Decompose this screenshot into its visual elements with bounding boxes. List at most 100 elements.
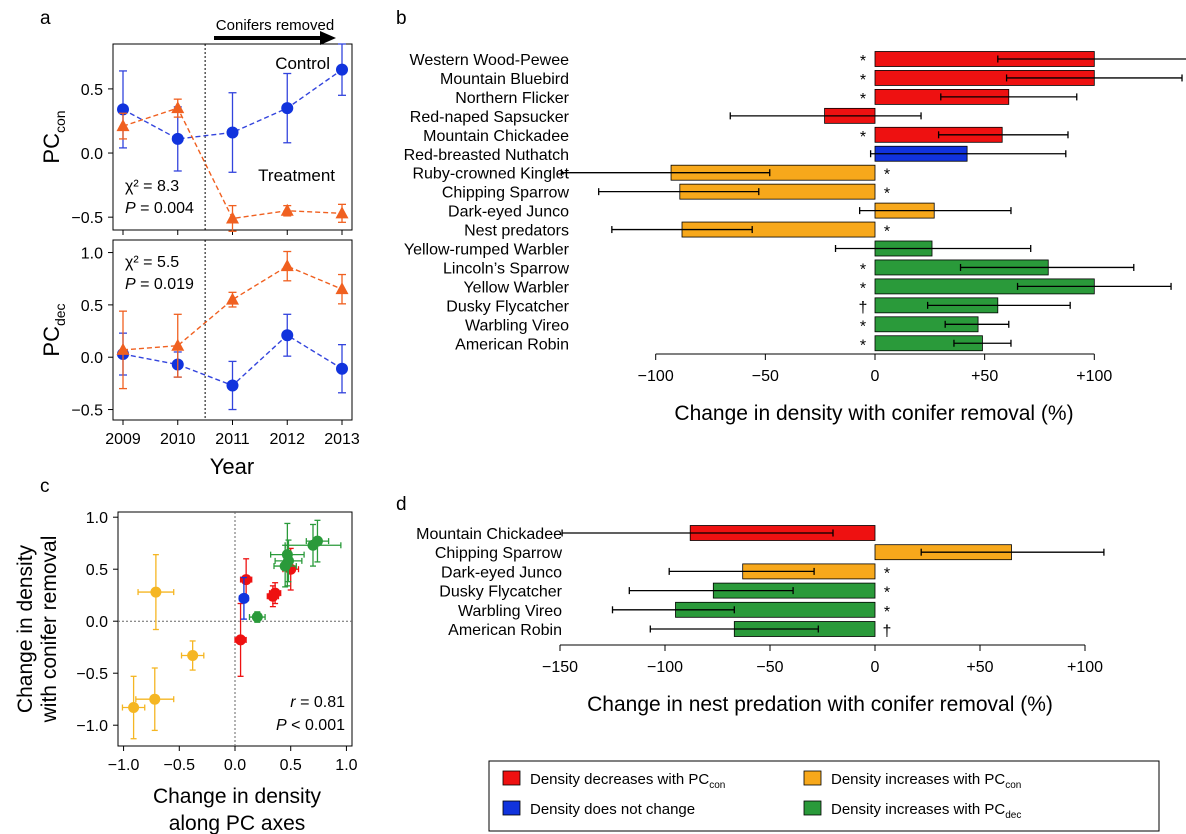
significance-mark-b: *	[860, 318, 866, 335]
point-a_top-1	[171, 101, 185, 114]
bar-label-b: Dark-eyed Junco	[448, 204, 569, 221]
bar-label-b: Nest predators	[464, 223, 569, 240]
legend-text: Density decreases with PCcon	[530, 771, 725, 791]
point-a_top-1	[280, 203, 294, 216]
significance-mark-b: †	[859, 299, 868, 316]
bar-label-b: Northern Flicker	[455, 90, 569, 107]
bar-label-b: Chipping Sparrow	[442, 185, 570, 202]
ylabel-c-line2: with conifer removal	[38, 536, 61, 724]
stat-p-c: P < 0.001	[276, 717, 345, 734]
scatter-point	[150, 586, 162, 598]
stat-p-value: = 0.004	[136, 200, 194, 217]
ylabel-main: PC	[39, 133, 64, 164]
xlabel-b: Change in density with conifer removal (…	[674, 402, 1073, 425]
significance-mark-d: †	[883, 623, 892, 640]
ytick-label-a_bottom: 0.5	[81, 298, 103, 315]
panel-label-a: a	[40, 8, 51, 29]
point-a_bottom-1	[335, 282, 349, 295]
ytick-label-a_top: −0.5	[71, 210, 103, 227]
stat-r-value: = 0.81	[296, 694, 345, 711]
significance-mark-b: *	[884, 167, 890, 184]
point-a_bottom-0	[336, 362, 348, 375]
legend-text-main: Density increases with PC	[831, 801, 1005, 818]
panel-label-b: b	[396, 8, 407, 29]
stat-chi-a-top: χ² = 8.3	[125, 178, 179, 195]
ylabel-sub: dec	[52, 303, 68, 326]
point-a_top-1	[335, 206, 349, 219]
bar-label-d: Chipping Sparrow	[435, 545, 563, 562]
xtick-label-a_bottom: 2011	[215, 431, 250, 448]
xtick-label-d: +100	[1067, 659, 1103, 676]
bar-label-d: Warbling Vireo	[458, 603, 562, 620]
bar-label-b: Dusky Flycatcher	[446, 298, 569, 315]
point-a_top-0	[171, 132, 184, 145]
ytick-label-a_bottom: −0.5	[71, 403, 103, 420]
stat-p-value: = 0.019	[136, 276, 194, 293]
legend-swatch	[803, 800, 822, 816]
bar-label-b: Yellow Warbler	[463, 279, 569, 296]
xtick-label-b: +100	[1076, 368, 1112, 385]
scatter-point	[128, 702, 140, 714]
stat-chi-a-bottom: χ² = 5.5	[125, 254, 179, 271]
xtick-label-c: 0.5	[280, 757, 302, 774]
xtick-label-d: −150	[542, 659, 578, 676]
stat-r-symbol: r	[290, 694, 296, 711]
legend-text: Density increases with PCcon	[831, 771, 1021, 791]
point-a_bottom-1	[226, 292, 239, 305]
bar-label-b: American Robin	[455, 336, 569, 353]
ylabel-sub: con	[52, 110, 68, 133]
panel-label-d: d	[396, 494, 407, 515]
xtick-label-b: −50	[752, 368, 779, 385]
scatter-point	[251, 611, 263, 623]
significance-mark-b: *	[884, 186, 890, 203]
significance-mark-b: *	[860, 129, 866, 146]
legend-text-sub: dec	[1005, 810, 1021, 821]
annotation-arrow-head	[320, 31, 336, 45]
bar-label-b: Yellow-rumped Warbler	[404, 242, 570, 259]
ylabel-a_bottom: PCdec	[39, 303, 68, 356]
xtick-label-b: 0	[871, 368, 880, 385]
significance-mark-b: *	[860, 91, 866, 108]
xtick-label-a_bottom: 2010	[160, 431, 196, 448]
xtick-label-a_bottom: 2009	[105, 431, 141, 448]
significance-mark-b: *	[884, 224, 890, 241]
significance-mark-b: *	[860, 53, 866, 70]
scatter-point	[187, 650, 199, 662]
legend-text-sub: con	[1005, 780, 1021, 791]
significance-mark-d: *	[884, 604, 890, 621]
xtick-label-a_bottom: 2012	[269, 431, 305, 448]
xtick-label-c: −1.0	[108, 757, 140, 774]
bar-label-d: American Robin	[448, 622, 562, 639]
xlabel-c-line1: Change in density	[153, 785, 322, 808]
series-label-treatment: Treatment	[258, 166, 335, 185]
stat-r-c: r = 0.81	[290, 694, 345, 711]
xtick-label-a_bottom: 2013	[324, 431, 360, 448]
xtick-label-d: 0	[871, 659, 880, 676]
series-line-a_bottom-1	[122, 265, 343, 351]
ytick-label-c: −1.0	[76, 718, 108, 735]
ytick-label-a_top: 0.5	[81, 82, 103, 99]
significance-mark-d: *	[884, 585, 890, 602]
point-a_bottom-0	[226, 379, 239, 392]
scatter-point	[311, 535, 323, 547]
series-line-a_top-0	[122, 69, 343, 140]
stat-p-symbol: P	[125, 276, 136, 293]
point-a_top-0	[281, 102, 294, 115]
significance-mark-b: *	[860, 280, 866, 297]
stat-p-value: < 0.001	[287, 717, 345, 734]
ylabel-main: PC	[39, 326, 64, 357]
point-a_top-1	[116, 119, 130, 132]
xtick-label-d: −50	[756, 659, 783, 676]
scatter-point	[240, 574, 252, 586]
bar-label-b: Western Wood-Pewee	[410, 52, 570, 69]
legend-swatch	[803, 770, 822, 786]
legend-swatch	[502, 800, 521, 816]
scatter-point	[238, 592, 250, 604]
panel-label-c: c	[40, 476, 50, 497]
point-a_top-1	[226, 211, 239, 224]
bar-label-b: Mountain Bluebird	[440, 71, 569, 88]
legend-text: Density increases with PCdec	[831, 801, 1021, 821]
significance-mark-b: *	[860, 72, 866, 89]
significance-mark-b: *	[860, 337, 866, 354]
